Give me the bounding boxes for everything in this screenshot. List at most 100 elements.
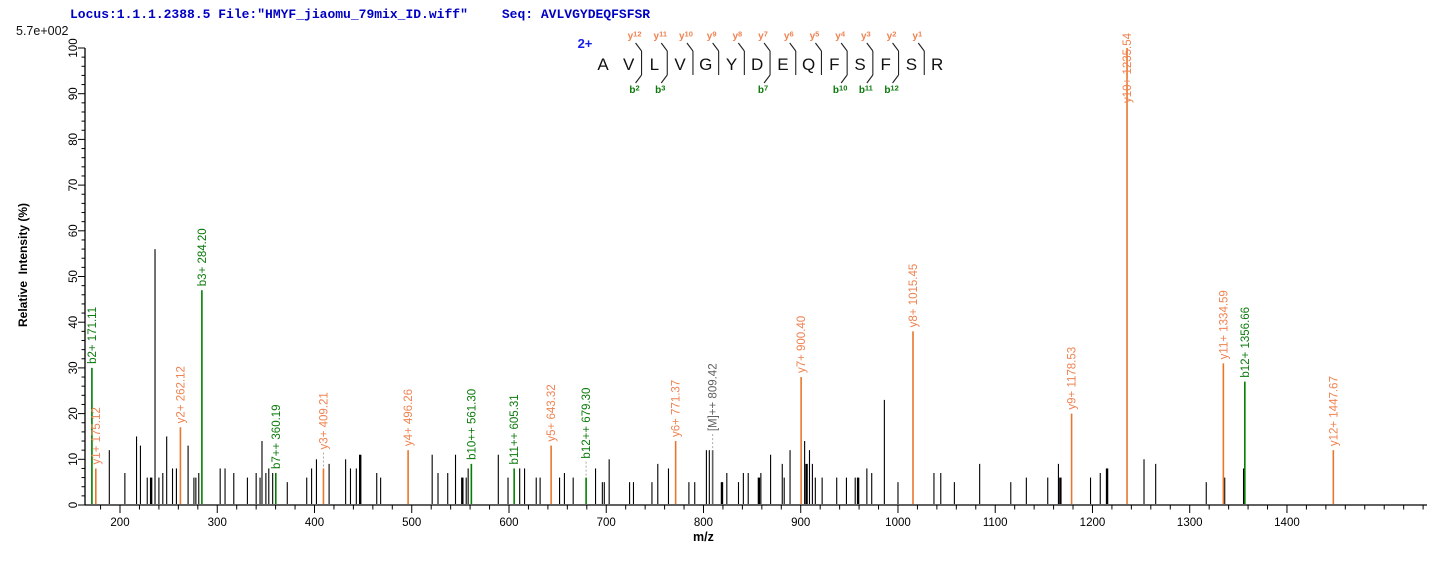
y-ion-label: y6 <box>784 30 794 43</box>
y-ion-diagonal <box>763 42 771 52</box>
x-tick-label: 400 <box>305 517 324 529</box>
residue-letter: F <box>881 55 891 74</box>
y-tick-label: 10 <box>68 453 80 466</box>
residue-letter: D <box>751 55 763 74</box>
residue-letter: E <box>777 55 788 74</box>
peak-label: b3+ 284.20 <box>197 228 209 286</box>
y-ion-diagonal <box>737 42 745 52</box>
y-ion-label: y2 <box>887 30 897 43</box>
x-tick-label: 1300 <box>1177 517 1203 529</box>
b-ion-diagonal <box>763 74 771 84</box>
peak-label: b12+ 1356.66 <box>1240 307 1252 378</box>
sequence-label: Seq: AVLVGYDEQFSFSR <box>501 7 651 22</box>
y-axis-title: Relative Intensity (%) <box>16 203 30 327</box>
fragment-peaks: b2+ 171.11 y1+ 175.12 y2+ 262.12 b3+ 284.20… <box>87 32 1340 504</box>
b-ion-label: b3 <box>655 84 665 97</box>
x-tick-label: 900 <box>791 517 810 529</box>
y-ion-diagonal <box>686 42 694 52</box>
x-tick-label: 700 <box>597 517 616 529</box>
y-ion-label: y11 <box>654 30 668 43</box>
b-ion-label: b7 <box>758 84 768 97</box>
peak-label: y1+ 175.12 <box>91 407 103 464</box>
x-tick-label: 500 <box>402 517 421 529</box>
residue-letter: Q <box>802 55 815 74</box>
peak-label: y4+ 496.26 <box>403 389 415 446</box>
b-ion-label: b2 <box>629 84 639 97</box>
y-tick-label: 50 <box>68 270 80 283</box>
y-ion-diagonal <box>840 42 848 52</box>
b-ion-diagonal <box>866 74 874 84</box>
peak-label: y9+ 1178.53 <box>1067 347 1079 410</box>
y-tick-label: 30 <box>68 362 80 375</box>
peak-label: b10++ 561.30 <box>466 389 478 460</box>
y-ion-label: y8 <box>732 30 742 43</box>
y-tick-label: 40 <box>68 316 80 329</box>
residue-letter: A <box>597 55 609 74</box>
y-ion-label: y7 <box>758 30 768 43</box>
residue-letter: V <box>623 55 635 74</box>
peak-label: b12++ 679.30 <box>581 388 593 459</box>
y-ion-diagonal <box>635 42 642 52</box>
y-ion-diagonal <box>712 42 720 52</box>
peak-label: y2+ 262.12 <box>175 366 187 423</box>
residue-letter: F <box>829 55 839 74</box>
y-tick-label: 80 <box>68 133 80 146</box>
y-tick-label: 70 <box>68 179 80 192</box>
b-ion-label: b11 <box>859 84 873 97</box>
peak-label: b7++ 360.19 <box>271 404 283 469</box>
base-peak-intensity-label: 5.7e+002 <box>16 24 69 38</box>
residue-letter: G <box>699 55 712 74</box>
axes <box>84 48 1427 506</box>
y-ion-label: y3 <box>861 30 871 43</box>
precursor-charge-label: 2+ <box>578 36 593 51</box>
peak-label: b2+ 171.11 <box>87 307 99 364</box>
x-axis-title: m/z <box>693 530 714 544</box>
peak-label: y10+ 1235.54 <box>1122 32 1134 103</box>
y-ion-label: y10 <box>679 30 693 43</box>
b-ion-diagonal <box>660 74 668 84</box>
y-ion-label: y4 <box>835 30 846 43</box>
b-ion-label: b10 <box>833 84 847 97</box>
residue-letter: L <box>650 55 659 74</box>
peak-label: y5+ 643.32 <box>546 384 558 441</box>
y-tick-label: 0 <box>68 502 80 508</box>
y-tick-label: 20 <box>68 407 80 420</box>
x-tick-label: 1200 <box>1080 517 1106 529</box>
y-ion-diagonal <box>917 42 925 52</box>
x-tick-label: 1100 <box>983 517 1008 529</box>
peak-label: y8+ 1015.45 <box>908 264 920 328</box>
y-ion-diagonal <box>866 42 874 52</box>
y-tick-label: 90 <box>68 87 80 100</box>
x-tick-label: 1000 <box>885 517 911 529</box>
y-ion-diagonal <box>892 42 899 52</box>
peak-label: y11+ 1334.59 <box>1218 290 1230 359</box>
peak-label: y12+ 1447.67 <box>1328 376 1340 446</box>
peak-label: [M]++ 809.42 <box>708 363 720 431</box>
residue-letter: S <box>906 55 917 74</box>
spectrum-header: Locus:1.1.1.2388.5 File:"HMYF_jiaomu_79m… <box>70 7 650 22</box>
y-ion-diagonal <box>789 42 797 52</box>
peak-label: y6+ 771.37 <box>671 380 683 437</box>
y-ion-label: y12 <box>628 30 642 43</box>
noise-peaks <box>108 249 1246 504</box>
b-ion-diagonal <box>892 74 899 84</box>
y-tick-label: 60 <box>68 224 80 237</box>
peak-label: b11++ 605.31 <box>509 394 521 464</box>
y-tick-label: 100 <box>68 38 80 57</box>
x-tick-label: 600 <box>499 517 518 529</box>
residue-letter: R <box>931 55 943 74</box>
peak-label: y7+ 900.40 <box>796 316 808 373</box>
x-tick-label: 800 <box>694 517 713 529</box>
residue-letter: S <box>854 55 865 74</box>
y-ion-diagonal <box>660 42 668 52</box>
b-ion-diagonal <box>840 74 848 84</box>
residue-letter: Y <box>726 55 737 74</box>
locus-file-label: Locus:1.1.1.2388.5 File:"HMYF_jiaomu_79m… <box>70 7 468 22</box>
residue-letter: V <box>674 55 686 74</box>
x-tick-label: 200 <box>110 517 129 529</box>
b-ion-diagonal <box>635 74 642 84</box>
y-ion-label: y5 <box>810 30 820 43</box>
